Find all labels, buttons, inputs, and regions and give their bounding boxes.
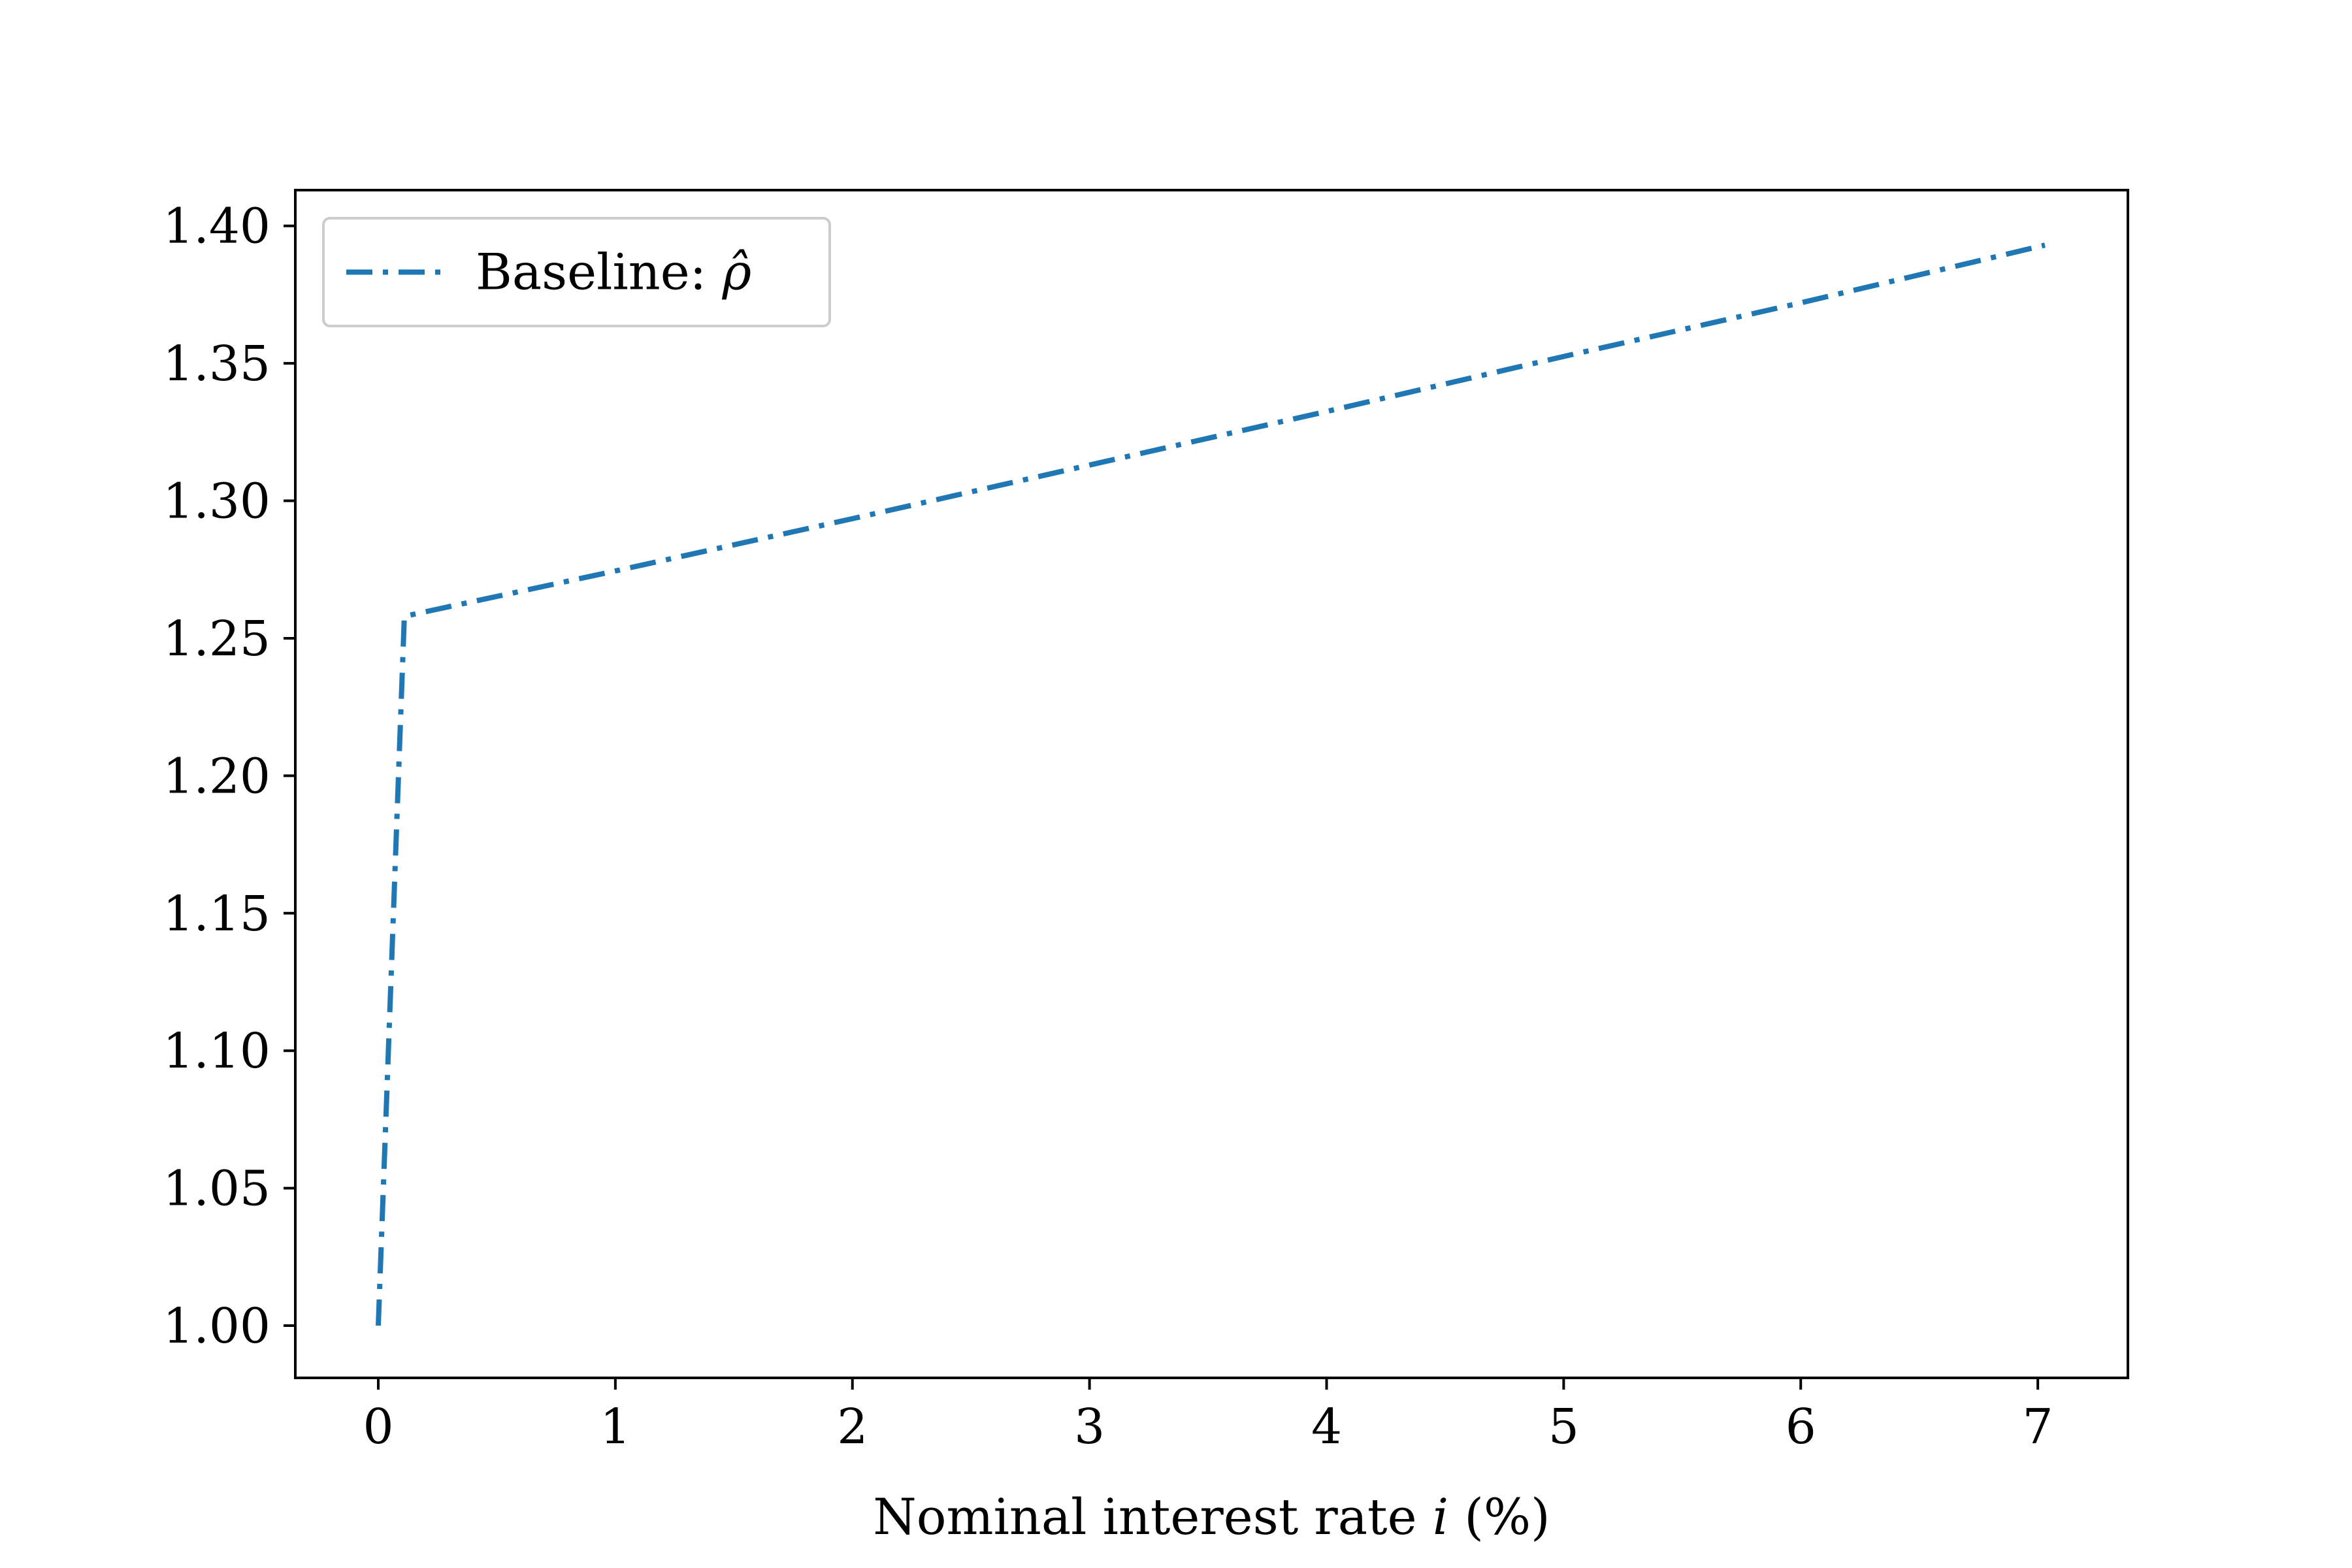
- legend-box: [322, 217, 831, 327]
- x-tick-label: 2: [837, 1399, 868, 1455]
- y-tick-label: 1.30: [163, 474, 270, 530]
- axis-ticks: 0 1 2 3 4 5 6 7 1.00 1.05 1.10 1.15 1.20 1.25 1.30 1.35…: [163, 199, 2053, 1455]
- y-tick-label: 1.25: [163, 611, 270, 667]
- y-tick-label: 1.40: [163, 199, 270, 255]
- x-tick-label: 5: [1548, 1399, 1579, 1455]
- x-axis-label-variable: i: [1433, 1488, 1448, 1546]
- x-tick-label: 4: [1311, 1399, 1342, 1455]
- x-tick-label: 3: [1074, 1399, 1105, 1455]
- y-tick-label: 1.15: [163, 886, 270, 942]
- y-tick-label: 1.10: [163, 1023, 270, 1079]
- x-axis-label: Nominal interest rate i (%): [873, 1488, 1550, 1546]
- y-tick-label: 1.35: [163, 336, 270, 392]
- axes-frame: [294, 189, 2129, 1379]
- x-tick-label: 7: [2023, 1399, 2053, 1455]
- legend-label-0: Baseline: ρ̂: [476, 243, 751, 301]
- y-tick-label: 1.20: [163, 748, 270, 804]
- y-tick-label: 1.05: [163, 1161, 270, 1217]
- x-axis-label-suffix: (%): [1448, 1488, 1550, 1546]
- series-line-0: [376, 242, 2046, 1326]
- legend-label-symbol: ρ̂: [721, 243, 751, 301]
- legend: Baseline: ρ̂: [322, 217, 831, 327]
- x-tick-label: 1: [600, 1399, 630, 1455]
- x-tick-label: 6: [1786, 1399, 1816, 1455]
- legend-label-text: Baseline:: [476, 243, 722, 301]
- x-tick-label: 0: [363, 1399, 393, 1455]
- y-tick-label: 1.00: [163, 1298, 270, 1354]
- plot-area: [294, 189, 2129, 1379]
- x-axis-label-prefix: Nominal interest rate: [873, 1488, 1432, 1546]
